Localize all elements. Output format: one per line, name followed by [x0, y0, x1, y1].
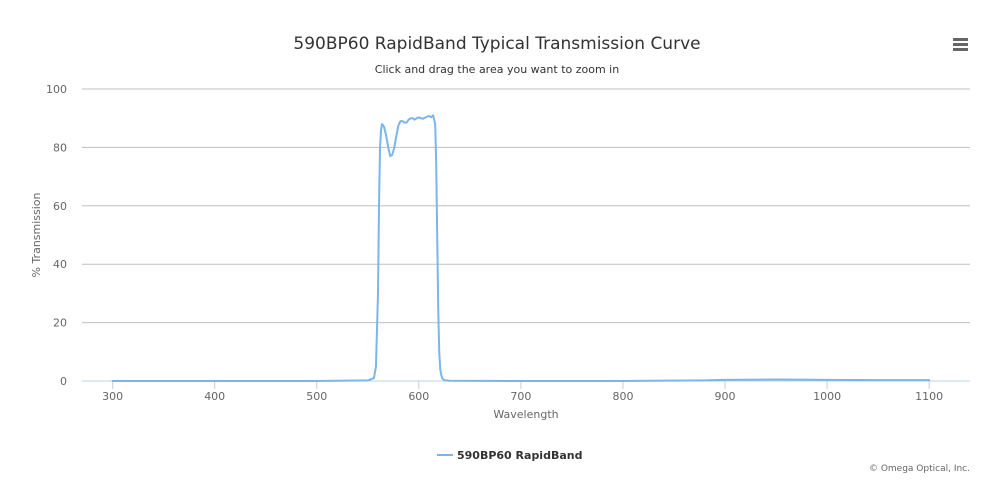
y-axis-label: % Transmission — [30, 192, 43, 277]
x-axis-label: Wavelength — [493, 408, 558, 421]
x-axis-ticks: 300 400 500 600 700 800 900 1000 1100 — [102, 381, 943, 403]
series-group — [111, 114, 931, 382]
y-tick-label: 0 — [60, 375, 67, 388]
hamburger-menu-icon[interactable] — [948, 32, 974, 56]
x-tick-label: 300 — [102, 390, 123, 403]
series-line[interactable] — [111, 114, 931, 382]
x-tick-label: 700 — [510, 390, 531, 403]
menu-bar — [953, 48, 968, 51]
grid-lines — [82, 88, 970, 382]
x-tick-label: 900 — [715, 390, 736, 403]
y-tick-label: 20 — [53, 317, 67, 330]
chart-title: 590BP60 RapidBand Typical Transmission C… — [293, 34, 700, 54]
x-tick-label: 1100 — [915, 390, 943, 403]
y-tick-label: 80 — [53, 141, 67, 154]
y-tick-label: 60 — [53, 200, 67, 213]
menu-bar — [953, 43, 968, 46]
x-tick-label: 1000 — [813, 390, 841, 403]
credits-label[interactable]: © Omega Optical, Inc. — [869, 464, 970, 474]
menu-bar — [953, 38, 968, 41]
x-tick-label: 400 — [204, 390, 225, 403]
x-tick-label: 600 — [408, 390, 429, 403]
y-axis-ticks: 0 20 40 60 80 100 — [46, 83, 67, 388]
y-tick-label: 100 — [46, 83, 67, 96]
y-tick-label: 40 — [53, 258, 67, 271]
chart-subtitle: Click and drag the area you want to zoom… — [375, 63, 619, 76]
legend-label[interactable]: 590BP60 RapidBand — [457, 449, 582, 462]
x-tick-label: 500 — [306, 390, 327, 403]
x-tick-label: 800 — [612, 390, 633, 403]
legend-item[interactable]: 590BP60 RapidBand — [437, 449, 582, 462]
